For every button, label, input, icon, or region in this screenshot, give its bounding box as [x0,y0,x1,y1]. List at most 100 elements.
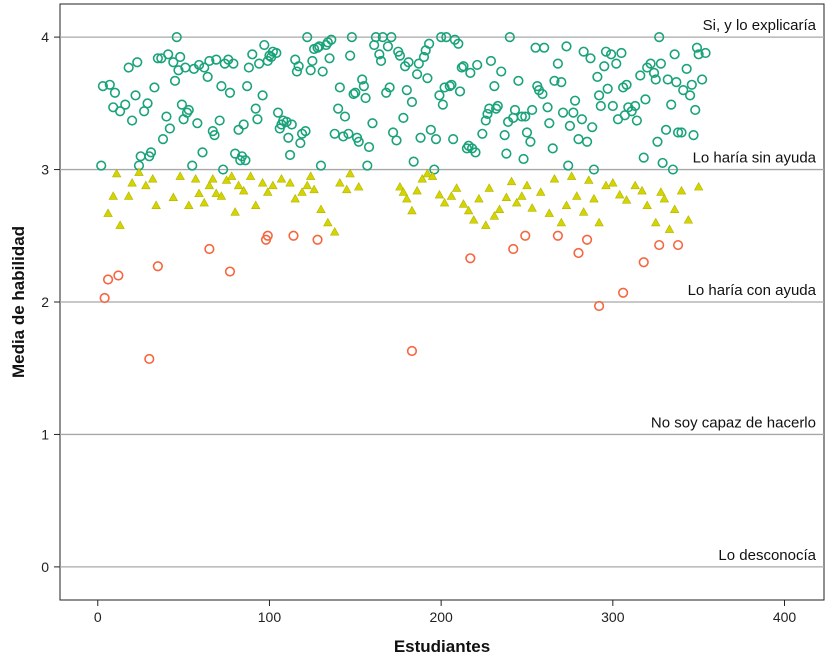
data-point-triangle [511,197,522,207]
data-point-circle [688,130,699,141]
data-point-circle [375,55,387,67]
data-point-circle [444,81,455,92]
data-point-circle [434,90,445,101]
data-point-circle [113,270,124,281]
data-point-circle [480,115,491,126]
data-point-triangle [549,174,560,183]
data-point-circle [489,81,500,92]
data-point-triangle [268,180,278,190]
data-point-circle [595,100,606,112]
data-point-circle [465,67,476,78]
data-point-circle [176,99,187,110]
data-point-circle [302,32,313,43]
data-point-circle [240,155,251,166]
data-point-circle [539,42,550,53]
data-point-circle [284,149,296,161]
data-point-circle [360,92,371,104]
reference-line-label: Lo haría sin ayuda [693,150,817,167]
data-point-circle [345,50,356,61]
data-point-circle [358,81,369,92]
data-point-circle [406,96,418,108]
data-point-circle [175,51,186,63]
data-point-triangle [342,184,352,194]
data-point-circle [367,118,378,129]
reference-line-label: No soy capaz de hacerlo [651,414,816,431]
data-point-circle [233,124,244,135]
data-point-circle [600,46,612,57]
x-axis-title: Estudiantes [394,637,490,656]
data-point-triangle [536,187,546,196]
data-point-triangle [190,174,201,183]
data-point-triangle [693,181,704,191]
data-point-circle [691,42,703,53]
data-point-circle [666,99,677,110]
data-point-triangle [257,177,268,187]
data-point-circle [504,32,515,43]
data-point-triangle [141,180,151,190]
data-point-circle [509,104,521,116]
data-point-circle [374,49,385,60]
data-point-circle [123,62,134,73]
data-point-circle [422,73,433,84]
data-point-triangle [148,174,158,183]
data-point-triangle [446,191,457,200]
data-point-triangle [276,174,287,183]
data-point-circle [350,87,361,98]
data-point-circle [690,104,701,116]
data-point-circle [496,66,507,77]
data-point-triangle [309,184,319,194]
data-point-circle [216,81,227,92]
data-point-circle [542,102,553,113]
data-point-circle [568,107,579,118]
data-point-circle [660,124,672,135]
data-point-triangle [127,177,137,187]
data-point-circle [218,164,229,175]
data-point-circle [672,239,684,251]
x-tick-label: 400 [773,609,797,625]
data-point-triangle [651,217,661,227]
data-point-circle [516,111,527,122]
data-point-circle [130,90,141,101]
data-point-triangle [251,200,261,209]
data-point-triangle [398,187,409,196]
y-tick-label: 0 [41,559,49,575]
data-point-triangle [335,177,345,187]
data-point-circle [638,257,649,268]
data-point-circle [458,61,469,72]
data-point-circle [630,100,641,112]
data-point-circle [317,66,328,77]
data-point-circle [145,147,157,158]
series-1 [103,167,704,236]
data-point-circle [648,67,660,78]
data-point-triangle [589,193,599,203]
data-point-triangle [594,217,604,227]
data-point-circle [513,75,524,86]
data-point-circle [250,103,261,114]
data-point-triangle [204,180,215,190]
data-point-circle [616,47,627,59]
data-point-triangle [111,168,122,178]
data-point-circle [202,71,213,82]
data-point-circle [599,61,610,72]
data-point-circle [142,98,153,109]
data-point-triangle [683,215,694,224]
data-point-triangle [199,197,209,207]
data-point-circle [348,88,359,100]
data-point-circle [470,147,481,158]
data-point-circle [631,115,642,126]
data-point-circle [671,77,682,88]
data-point-triangle [522,180,532,190]
x-tick-label: 200 [429,609,453,625]
data-point-circle [697,74,708,85]
data-point-circle [315,160,327,171]
data-point-triangle [354,181,364,191]
data-point-triangle [451,183,462,192]
data-point-triangle [669,204,680,213]
data-point-circle [446,79,457,90]
data-point-circle [271,47,282,59]
data-point-circle [453,38,464,49]
data-point-circle [700,47,711,59]
data-point-circle [578,46,589,57]
data-point-triangle [151,200,161,209]
data-point-circle [334,82,345,93]
